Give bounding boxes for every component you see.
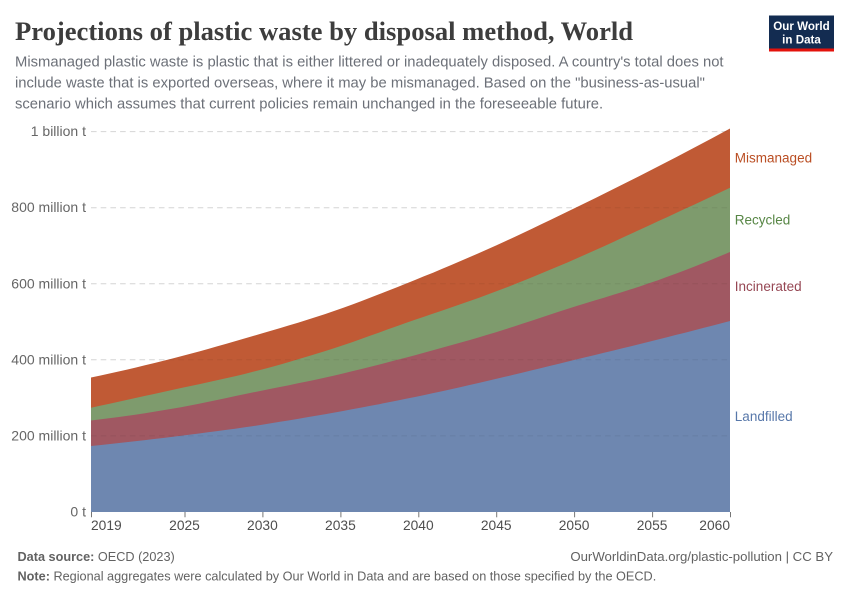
svg-text:2035: 2035: [325, 518, 356, 533]
svg-text:in Data: in Data: [782, 33, 821, 46]
svg-text:2045: 2045: [481, 518, 512, 533]
svg-text:Mismanaged: Mismanaged: [735, 150, 812, 165]
svg-text:Recycled: Recycled: [735, 212, 791, 227]
svg-text:2060: 2060: [699, 518, 730, 533]
svg-text:scenario which assumes that cu: scenario which assumes that current poli…: [15, 97, 603, 113]
svg-text:include waste that is exported: include waste that is exported overseas,…: [15, 76, 705, 92]
svg-text:0 t: 0 t: [70, 503, 86, 519]
svg-text:Note: Regional aggregates were: Note: Regional aggregates were calculate…: [18, 570, 657, 584]
svg-text:Mismanaged plastic waste is pl: Mismanaged plastic waste is plastic that…: [15, 55, 724, 71]
svg-text:Incinerated: Incinerated: [735, 279, 802, 294]
svg-text:2055: 2055: [637, 518, 668, 533]
svg-text:1 billion t: 1 billion t: [31, 123, 86, 139]
svg-text:400 million t: 400 million t: [11, 351, 86, 367]
svg-text:2040: 2040: [403, 518, 434, 533]
svg-text:2019: 2019: [91, 518, 122, 533]
svg-text:Data source: OECD (2023): Data source: OECD (2023): [18, 550, 175, 564]
svg-text:800 million t: 800 million t: [11, 199, 86, 215]
svg-text:200 million t: 200 million t: [11, 427, 86, 443]
svg-text:2050: 2050: [559, 518, 590, 533]
svg-text:OurWorldinData.org/plastic-pol: OurWorldinData.org/plastic-pollution | C…: [570, 549, 833, 564]
svg-text:Our World: Our World: [773, 20, 829, 33]
svg-text:Landfilled: Landfilled: [735, 409, 793, 424]
svg-text:2030: 2030: [247, 518, 278, 533]
svg-text:600 million t: 600 million t: [11, 275, 86, 291]
svg-text:Projections of plastic waste b: Projections of plastic waste by disposal…: [15, 16, 633, 46]
svg-text:2025: 2025: [169, 518, 200, 533]
